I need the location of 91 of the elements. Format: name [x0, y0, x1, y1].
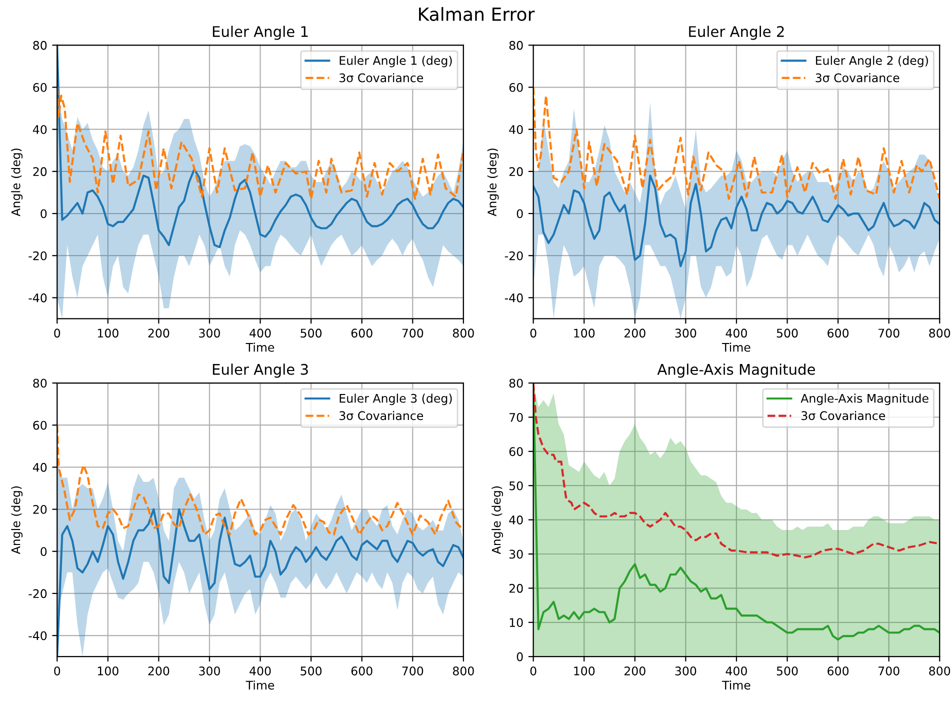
x-tick-label: 200 — [624, 328, 646, 338]
text: Kalman Error — [419, 7, 535, 22]
y-axis-title: Angle (deg) — [11, 148, 23, 216]
x-axis-title: Time — [722, 680, 750, 690]
chart-title: Euler Angle 3 — [212, 364, 308, 378]
x-tick-label: 800 — [452, 328, 474, 338]
y-tick-label: 40 — [509, 516, 523, 524]
x-tick-label: 400 — [726, 666, 747, 676]
y-tick-label: 80 — [509, 378, 523, 388]
x-tick-label: 0 — [530, 328, 536, 338]
y-tick-label: 20 — [33, 167, 47, 176]
y-tick-label: 50 — [509, 481, 523, 490]
x-axis-title: Time — [246, 342, 274, 352]
x-tick-label: 0 — [54, 666, 60, 676]
y-tick-label: -40 — [504, 293, 523, 302]
legend-label: 3σ Covariance — [340, 73, 424, 82]
y-tick-label: -20 — [28, 251, 47, 260]
x-tick-label: 100 — [98, 328, 118, 338]
x-tick-label: 200 — [148, 666, 170, 676]
y-tick-label: -40 — [28, 293, 47, 302]
y-tick-label: 20 — [509, 584, 523, 593]
y-tick-label: 60 — [33, 82, 47, 92]
x-tick-label: 300 — [199, 666, 220, 676]
y-tick-label: 60 — [509, 82, 523, 92]
x-tick-label: 100 — [574, 666, 595, 676]
x-tick-label: 400 — [250, 328, 271, 338]
y-tick-label: 30 — [509, 550, 523, 559]
y-tick-label: 0 — [40, 209, 47, 218]
chart-title: Angle-Axis Magnitude — [657, 364, 815, 378]
x-tick-label: 200 — [624, 666, 646, 676]
x-tick-label: 600 — [828, 666, 849, 676]
y-tick-label: 0 — [40, 547, 47, 556]
line-series — [533, 174, 940, 268]
x-tick-label: 100 — [574, 328, 595, 338]
x-tick-label: 400 — [250, 666, 271, 676]
y-axis-title: Angle (deg) — [492, 486, 504, 554]
x-tick-label: 600 — [351, 328, 372, 338]
x-tick-label: 800 — [452, 666, 474, 676]
x-tick-label: 200 — [148, 328, 170, 338]
legend-label: 3σ Covariance — [340, 410, 424, 420]
x-tick-label: 500 — [300, 666, 322, 676]
legend-label: Euler Angle 1 (deg) — [340, 56, 452, 68]
chart-title: Euler Angle 2 — [689, 26, 784, 40]
y-tick-label: 70 — [510, 412, 523, 422]
y-tick-label: 20 — [509, 167, 523, 176]
x-tick-label: 100 — [98, 666, 118, 676]
x-axis-title: Time — [246, 680, 274, 690]
x-tick-label: 700 — [878, 328, 900, 338]
y-tick-label: 10 — [510, 618, 523, 628]
y-tick-label: 80 — [33, 40, 47, 50]
y-tick-label: 60 — [509, 447, 523, 456]
x-tick-label: 800 — [929, 328, 950, 338]
y-tick-label: -40 — [28, 631, 47, 640]
x-tick-label: 0 — [54, 328, 60, 338]
x-axis-title: Time — [722, 342, 750, 352]
y-axis-title: Angle (deg) — [487, 148, 499, 216]
x-tick-label: 300 — [675, 666, 696, 676]
y-tick-label: 40 — [32, 462, 47, 472]
x-tick-label: 500 — [300, 328, 322, 338]
x-tick-label: 600 — [351, 666, 372, 676]
x-tick-label: 500 — [776, 328, 798, 338]
y-tick-label: -20 — [28, 589, 47, 598]
line-series — [57, 86, 464, 200]
y-tick-label: 40 — [509, 125, 523, 134]
x-tick-label: 300 — [199, 328, 220, 338]
y-axis-title: Angle (deg) — [11, 486, 23, 554]
x-tick-label: 700 — [402, 328, 424, 338]
line-series — [533, 86, 940, 200]
legend-label: Euler Angle 2 (deg) — [816, 56, 928, 68]
x-tick-label: 500 — [776, 666, 798, 676]
y-tick-label: 60 — [33, 420, 47, 430]
y-tick-label: 0 — [516, 209, 523, 218]
y-tick-label: 0 — [516, 652, 523, 662]
legend-label: Euler Angle 3 (deg) — [340, 394, 452, 406]
x-tick-label: 700 — [402, 666, 424, 676]
x-tick-label: 800 — [929, 666, 950, 676]
legend-label: 3σ Covariance — [816, 73, 900, 82]
y-tick-label: 80 — [509, 40, 523, 50]
y-tick-label: 40 — [32, 125, 47, 134]
x-tick-label: 0 — [530, 666, 536, 676]
x-tick-label: 700 — [878, 666, 900, 676]
legend-label: 3σ Covariance — [802, 410, 886, 420]
x-tick-label: 300 — [675, 328, 696, 338]
chart-title: Euler Angle 1 — [212, 26, 308, 40]
legend-label: Angle-Axis Magnitude — [800, 394, 928, 406]
y-tick-label: -20 — [504, 251, 523, 260]
x-tick-label: 400 — [726, 328, 747, 338]
line-series — [57, 424, 464, 536]
x-tick-label: 600 — [828, 328, 849, 338]
y-tick-label: 20 — [33, 505, 47, 514]
y-tick-label: 80 — [33, 378, 47, 388]
